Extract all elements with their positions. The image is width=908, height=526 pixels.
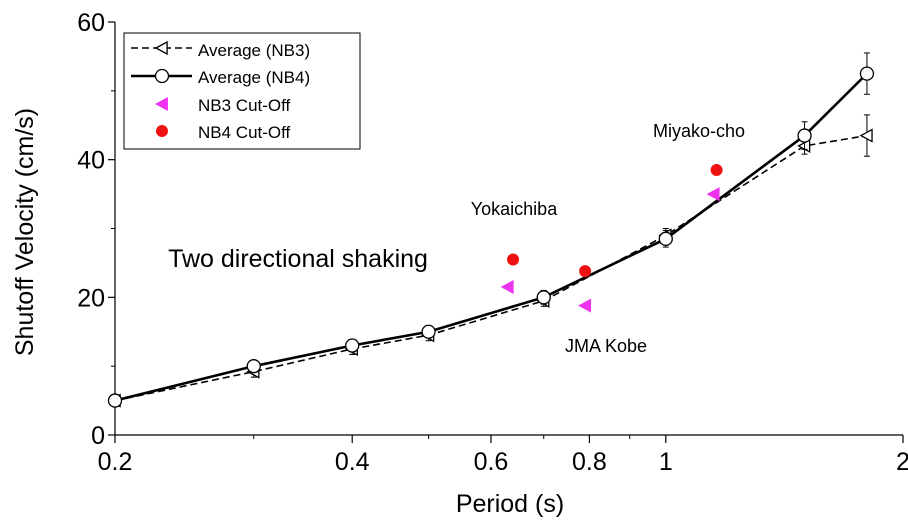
x-tick-label: 1 <box>659 448 673 476</box>
annotation-jma-kobe: JMA Kobe <box>565 336 647 356</box>
point-nb4-average <box>797 128 812 143</box>
annotation-yokaichiba: Yokaichiba <box>471 199 558 219</box>
y-tick-label: 60 <box>77 9 105 37</box>
series-nb3-cutoff <box>500 187 720 313</box>
legend-label-nb3-cutoff: NB3 Cut-Off <box>198 96 291 115</box>
annotation-miyako-cho: Miyako-cho <box>653 121 745 141</box>
series-layer <box>107 52 875 408</box>
y-tick-label: 0 <box>91 422 105 450</box>
x-tick-label: 2 <box>896 448 908 476</box>
legend-label-nb4-cutoff: NB4 Cut-Off <box>198 123 291 142</box>
x-tick-label: 0.8 <box>572 448 607 476</box>
y-tick-label: 40 <box>77 147 105 175</box>
point-nb4-average <box>107 393 123 408</box>
point-nb4-average <box>246 359 261 374</box>
point-nb4-average <box>658 231 673 246</box>
point-nb3-average <box>859 128 873 143</box>
y-axis-ticks: 0 20 40 60 <box>77 9 115 450</box>
legend-swatch-nb4-average <box>131 68 192 84</box>
point-nb3-cutoff <box>500 280 514 295</box>
annotation-two-directional-shaking: Two directional shaking <box>168 245 428 273</box>
legend: Average (NB3) Average (NB4) NB3 Cut-Off … <box>123 32 361 150</box>
point-nb4-cutoff <box>579 265 592 278</box>
y-tick-label: 20 <box>77 284 105 312</box>
legend-swatch-nb4-cutoff <box>156 125 168 137</box>
legend-swatch-nb3-average <box>131 40 192 56</box>
y-axis-label: Shutoff Velocity (cm/s) <box>11 108 39 356</box>
legend-label-nb4-average: Average (NB4) <box>198 68 310 87</box>
point-nb4-average <box>536 290 551 305</box>
point-nb3-cutoff <box>706 187 720 202</box>
point-nb3-cutoff <box>578 298 592 313</box>
x-tick-label: 0.2 <box>98 448 133 476</box>
series-nb4-average <box>107 52 875 408</box>
legend-swatch-nb3-cutoff <box>155 97 168 111</box>
point-nb4-cutoff <box>710 163 723 176</box>
series-nb4-cutoff <box>507 163 723 278</box>
point-nb4-average <box>421 324 436 339</box>
line-nb3-average <box>114 134 868 402</box>
legend-label-nb3-average: Average (NB3) <box>198 41 310 60</box>
point-nb4-cutoff <box>507 253 520 266</box>
point-nb4-average <box>345 338 360 353</box>
x-axis-label: Period (s) <box>456 490 564 518</box>
point-nb4-average <box>859 66 875 81</box>
x-axis-ticks: 0.2 0.4 0.6 0.8 1 2 <box>98 435 908 476</box>
line-nb4-average <box>114 72 868 402</box>
x-tick-label: 0.4 <box>335 448 370 476</box>
x-tick-label: 0.6 <box>474 448 509 476</box>
